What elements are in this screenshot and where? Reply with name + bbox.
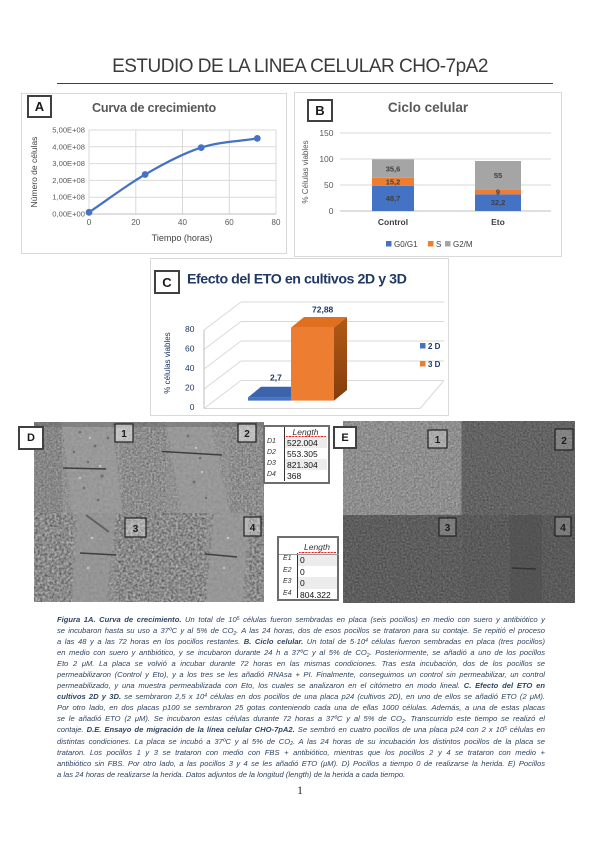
svg-text:32,2: 32,2 xyxy=(491,198,506,207)
svg-text:Curva de crecimiento: Curva de crecimiento xyxy=(92,101,217,115)
svg-text:40: 40 xyxy=(185,363,195,373)
svg-text:0: 0 xyxy=(87,218,92,227)
svg-text:60: 60 xyxy=(225,218,234,227)
svg-text:Tiempo (horas): Tiempo (horas) xyxy=(152,233,213,243)
svg-text:2: 2 xyxy=(561,436,567,447)
svg-text:G2/M: G2/M xyxy=(453,240,473,249)
svg-text:40: 40 xyxy=(178,218,187,227)
svg-text:0,00E+00: 0,00E+00 xyxy=(52,210,85,219)
svg-text:3 D: 3 D xyxy=(428,360,441,369)
svg-text:50: 50 xyxy=(324,180,334,190)
svg-text:% células viables: % células viables xyxy=(163,332,172,393)
svg-text:2 D: 2 D xyxy=(428,342,441,351)
svg-text:4,00E+08: 4,00E+08 xyxy=(52,142,85,151)
svg-text:72,88: 72,88 xyxy=(312,305,334,315)
svg-text:0: 0 xyxy=(329,206,334,216)
svg-text:150: 150 xyxy=(319,128,333,138)
svg-text:1: 1 xyxy=(435,435,441,446)
svg-text:% Células viables: % Células viables xyxy=(301,140,310,203)
svg-text:1: 1 xyxy=(121,429,127,440)
svg-text:2,7: 2,7 xyxy=(270,373,282,383)
svg-text:2: 2 xyxy=(244,429,250,440)
svg-text:100: 100 xyxy=(319,154,333,164)
svg-text:1,00E+08: 1,00E+08 xyxy=(52,193,85,202)
svg-text:Control: Control xyxy=(378,217,408,227)
svg-text:60: 60 xyxy=(185,344,195,354)
svg-text:G0/G1: G0/G1 xyxy=(394,240,418,249)
svg-text:9: 9 xyxy=(496,188,500,197)
svg-text:35,6: 35,6 xyxy=(386,165,401,174)
svg-text:20: 20 xyxy=(185,383,195,393)
svg-text:3: 3 xyxy=(445,523,451,534)
svg-text:48,7: 48,7 xyxy=(386,194,401,203)
svg-text:5,00E+08: 5,00E+08 xyxy=(52,126,85,135)
svg-text:80: 80 xyxy=(185,324,195,334)
svg-text:3,00E+08: 3,00E+08 xyxy=(52,159,85,168)
svg-text:15,2: 15,2 xyxy=(386,178,401,187)
svg-text:Número de células: Número de células xyxy=(29,137,39,208)
svg-text:4: 4 xyxy=(250,523,256,534)
svg-text:3: 3 xyxy=(133,524,139,535)
svg-text:Eto: Eto xyxy=(491,217,505,227)
svg-text:Ciclo celular: Ciclo celular xyxy=(388,100,469,115)
svg-text:2,00E+08: 2,00E+08 xyxy=(52,176,85,185)
svg-text:4: 4 xyxy=(560,523,566,534)
svg-text:S: S xyxy=(436,240,441,249)
svg-text:55: 55 xyxy=(494,171,502,180)
svg-text:20: 20 xyxy=(131,218,140,227)
svg-text:80: 80 xyxy=(272,218,281,227)
svg-text:Efecto del ETO en cultivos 2D: Efecto del ETO en cultivos 2D y 3D xyxy=(187,272,407,288)
svg-text:0: 0 xyxy=(190,402,195,412)
